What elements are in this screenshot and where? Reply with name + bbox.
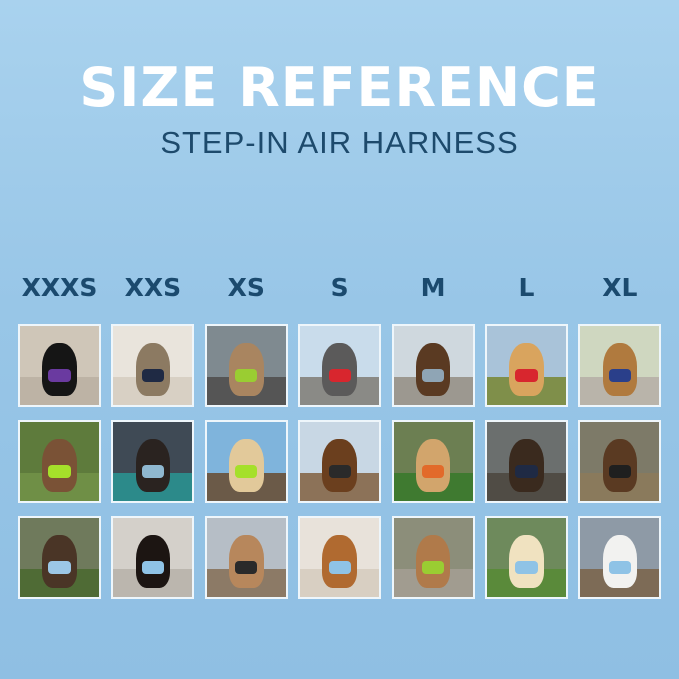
harness-icon — [422, 465, 445, 479]
harness-icon — [328, 561, 351, 575]
pet-photo-l-3 — [485, 516, 568, 599]
harness-icon — [328, 369, 351, 383]
size-label-xs: XS — [227, 273, 265, 302]
harness-icon — [515, 465, 538, 479]
pet-photo-xxs-2 — [111, 420, 195, 503]
pet-photo-s-2 — [298, 420, 382, 503]
pet-photo-xs-2 — [204, 420, 288, 503]
size-label-xl: XL — [602, 273, 638, 302]
pet-photo-m-1 — [391, 324, 475, 407]
harness-icon — [235, 465, 258, 479]
pet-photo-xxxs-3 — [18, 516, 101, 599]
page-title: SIZE REFERENCE — [79, 56, 600, 119]
pet-photo-xs-3 — [204, 516, 288, 599]
pet-photo-s-1 — [298, 324, 382, 407]
pet-photo-m-3 — [391, 516, 475, 599]
pet-photo-l-1 — [485, 324, 568, 407]
pet-photo-xl-2 — [578, 420, 662, 503]
pet-photo-xl-3 — [578, 516, 662, 599]
harness-icon — [235, 561, 258, 575]
harness-icon — [608, 369, 631, 383]
pet-photo-xxs-1 — [111, 324, 195, 407]
pet-photo-m-2 — [391, 420, 475, 503]
harness-icon — [48, 561, 71, 575]
pet-photo-s-3 — [298, 516, 382, 599]
size-label-xxxs: XXXS — [21, 273, 98, 302]
harness-icon — [608, 465, 631, 479]
harness-icon — [48, 465, 71, 479]
pet-photo-xxs-3 — [111, 516, 195, 599]
harness-icon — [515, 369, 538, 383]
harness-icon — [141, 465, 164, 479]
harness-icon — [141, 369, 164, 383]
harness-icon — [235, 369, 258, 383]
page-subtitle: STEP-IN AIR HARNESS — [160, 125, 519, 160]
harness-icon — [141, 561, 164, 575]
size-label-l: L — [518, 273, 535, 302]
pet-photo-l-2 — [485, 420, 568, 503]
pet-photo-xl-1 — [578, 324, 662, 407]
harness-icon — [48, 369, 71, 383]
pet-photo-xxxs-2 — [18, 420, 101, 503]
harness-icon — [422, 369, 445, 383]
size-label-m: M — [420, 273, 446, 302]
pet-photo-xxxs-1 — [18, 324, 101, 407]
pet-photo-xs-1 — [204, 324, 288, 407]
size-label-xxs: XXS — [124, 273, 182, 302]
harness-icon — [515, 561, 538, 575]
harness-icon — [608, 561, 631, 575]
harness-icon — [328, 465, 351, 479]
size-label-s: S — [330, 273, 349, 302]
harness-icon — [422, 561, 445, 575]
